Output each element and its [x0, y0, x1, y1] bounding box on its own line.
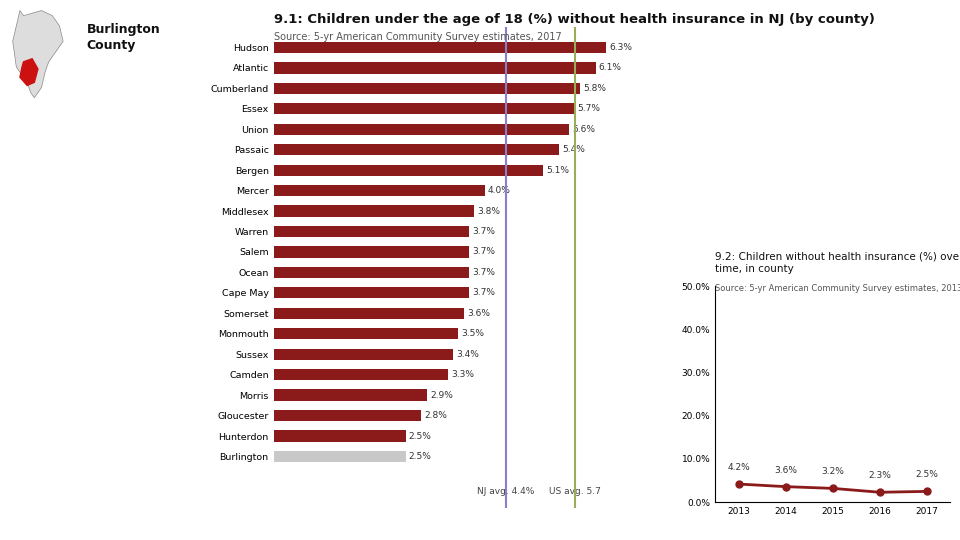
- Bar: [274, 83, 580, 94]
- Bar: [274, 62, 595, 73]
- Text: Insurance: Insurance: [23, 346, 138, 367]
- Bar: [274, 185, 485, 196]
- FancyBboxPatch shape: [131, 96, 169, 131]
- Text: 2.5%: 2.5%: [409, 452, 432, 461]
- Text: Burlington: Burlington: [86, 23, 160, 36]
- Text: 3.7%: 3.7%: [472, 288, 495, 298]
- Text: 3.3%: 3.3%: [451, 370, 474, 379]
- Bar: [274, 103, 574, 114]
- Polygon shape: [20, 59, 38, 85]
- Text: 2.9%: 2.9%: [430, 390, 453, 400]
- Text: NJ avg. 4.4%: NJ avg. 4.4%: [477, 487, 535, 496]
- Text: 3.5%: 3.5%: [462, 329, 485, 338]
- Bar: [274, 451, 405, 462]
- Text: 5.4%: 5.4%: [562, 145, 585, 154]
- Text: 3.7%: 3.7%: [472, 268, 495, 277]
- Text: 4.0%: 4.0%: [488, 186, 511, 195]
- Bar: [274, 226, 468, 237]
- Polygon shape: [12, 10, 63, 98]
- Text: 2.5%: 2.5%: [409, 431, 432, 441]
- Bar: [274, 165, 543, 176]
- Bar: [274, 349, 453, 360]
- Text: 6.1%: 6.1%: [599, 63, 622, 72]
- Bar: [274, 144, 559, 156]
- Bar: [274, 42, 607, 53]
- Text: US avg. 5.7: US avg. 5.7: [548, 487, 601, 496]
- Bar: [274, 369, 447, 380]
- Text: 3.2%: 3.2%: [822, 467, 844, 476]
- Bar: [274, 389, 426, 401]
- Bar: [274, 328, 459, 339]
- Text: 5.8%: 5.8%: [583, 84, 606, 93]
- Text: County: County: [86, 39, 135, 52]
- Bar: [274, 287, 468, 299]
- Text: 2.3%: 2.3%: [869, 471, 891, 480]
- Text: & Health: & Health: [29, 298, 132, 318]
- Text: 9.1: Children under the age of 18 (%) without health insurance in NJ (by county): 9.1: Children under the age of 18 (%) wi…: [274, 14, 875, 26]
- Text: 3.6%: 3.6%: [467, 309, 490, 318]
- Text: Health Care: Health Care: [12, 249, 150, 269]
- Text: 3.4%: 3.4%: [456, 350, 479, 359]
- Text: 2.8%: 2.8%: [424, 411, 447, 420]
- Text: 2.5%: 2.5%: [916, 470, 938, 480]
- Bar: [274, 267, 468, 278]
- Bar: [274, 205, 474, 217]
- Text: 4.2%: 4.2%: [728, 463, 750, 472]
- Text: 5.7%: 5.7%: [578, 104, 601, 113]
- Text: 3.7%: 3.7%: [472, 247, 495, 256]
- Text: 9.2: Children without health insurance (%) over
time, in county: 9.2: Children without health insurance (…: [715, 251, 960, 274]
- Bar: [274, 308, 464, 319]
- Text: 6.3%: 6.3%: [610, 43, 633, 52]
- Bar: [274, 430, 405, 442]
- Text: 3.8%: 3.8%: [477, 207, 500, 215]
- Bar: [274, 124, 569, 135]
- Text: Source: 5-yr American Community Survey estimates, 2013-17: Source: 5-yr American Community Survey e…: [715, 284, 960, 293]
- Bar: [274, 246, 468, 258]
- Text: 3.7%: 3.7%: [472, 227, 495, 236]
- Text: 5.6%: 5.6%: [572, 125, 595, 134]
- Bar: [274, 410, 421, 421]
- Text: 5.1%: 5.1%: [546, 166, 569, 174]
- Text: Source: 5-yr American Community Survey estimates, 2017: Source: 5-yr American Community Survey e…: [274, 32, 562, 43]
- Text: 3.6%: 3.6%: [775, 465, 797, 475]
